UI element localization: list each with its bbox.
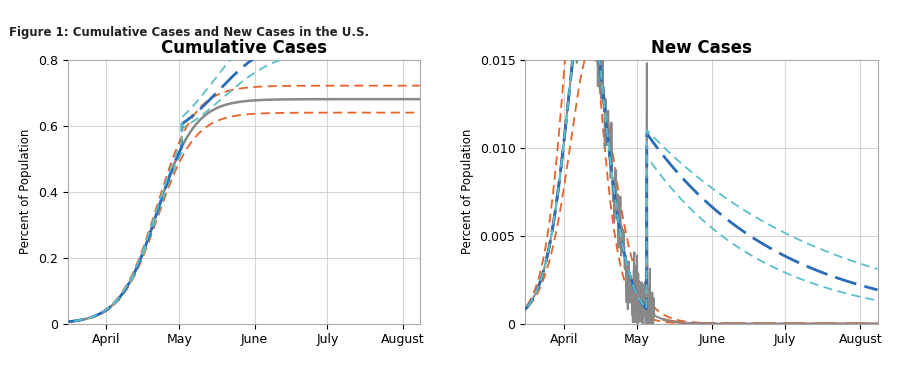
Y-axis label: Percent of Population: Percent of Population	[19, 129, 32, 254]
Title: New Cases: New Cases	[651, 39, 751, 57]
Title: Cumulative Cases: Cumulative Cases	[160, 39, 327, 57]
Text: Figure 1: Cumulative Cases and New Cases in the U.S.: Figure 1: Cumulative Cases and New Cases…	[9, 26, 369, 39]
Y-axis label: Percent of Population: Percent of Population	[461, 129, 474, 254]
